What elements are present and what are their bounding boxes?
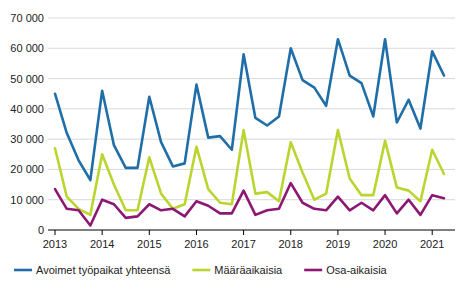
lines <box>55 39 444 225</box>
grid-line <box>48 139 455 140</box>
x-tick-label: 2020 <box>373 238 397 250</box>
x-tick <box>290 230 291 235</box>
x-tick <box>385 230 386 235</box>
y-tick-label: 60 000 <box>10 42 44 54</box>
x-tick-label: 2018 <box>279 238 303 250</box>
x-tick <box>337 230 338 235</box>
y-tick-label: 70 000 <box>10 12 44 24</box>
grid-line <box>48 48 455 49</box>
y-tick-label: 0 <box>38 224 44 236</box>
legend-swatch <box>14 269 32 272</box>
x-tick <box>149 230 150 235</box>
x-axis <box>48 230 455 231</box>
legend-label: Avoimet työpaikat yhteensä <box>36 264 171 276</box>
x-tick <box>243 230 244 235</box>
x-tick <box>432 230 433 235</box>
legend-swatch <box>192 269 210 272</box>
grid-line <box>48 78 455 79</box>
y-tick-label: 30 000 <box>10 133 44 145</box>
x-tick-label: 2015 <box>137 238 161 250</box>
y-tick-label: 40 000 <box>10 103 44 115</box>
series-line <box>55 183 444 225</box>
y-tick-label: 50 000 <box>10 73 44 85</box>
chart: 0 10 000 20 000 30 000 40 000 50 000 60 000 70 … <box>0 0 471 302</box>
x-tick-label: 2021 <box>420 238 444 250</box>
x-tick-label: 2016 <box>184 238 208 250</box>
x-tick <box>102 230 103 235</box>
legend: Avoimet työpaikat yhteensä Määräaikaisia O… <box>14 264 388 276</box>
y-tick-label: 20 000 <box>10 163 44 175</box>
legend-label: Osa-aikaisia <box>326 264 387 276</box>
grid-line <box>48 199 455 200</box>
x-tick-label: 2019 <box>326 238 350 250</box>
x-tick <box>196 230 197 235</box>
x-tick-label: 2017 <box>231 238 255 250</box>
legend-swatch <box>304 269 322 272</box>
x-tick-label: 2014 <box>90 238 114 250</box>
grid-line <box>48 18 455 19</box>
x-tick-label: 2013 <box>43 238 67 250</box>
legend-label: Määräaikaisia <box>214 264 283 276</box>
x-tick <box>55 230 56 235</box>
y-tick-label: 10 000 <box>10 194 44 206</box>
